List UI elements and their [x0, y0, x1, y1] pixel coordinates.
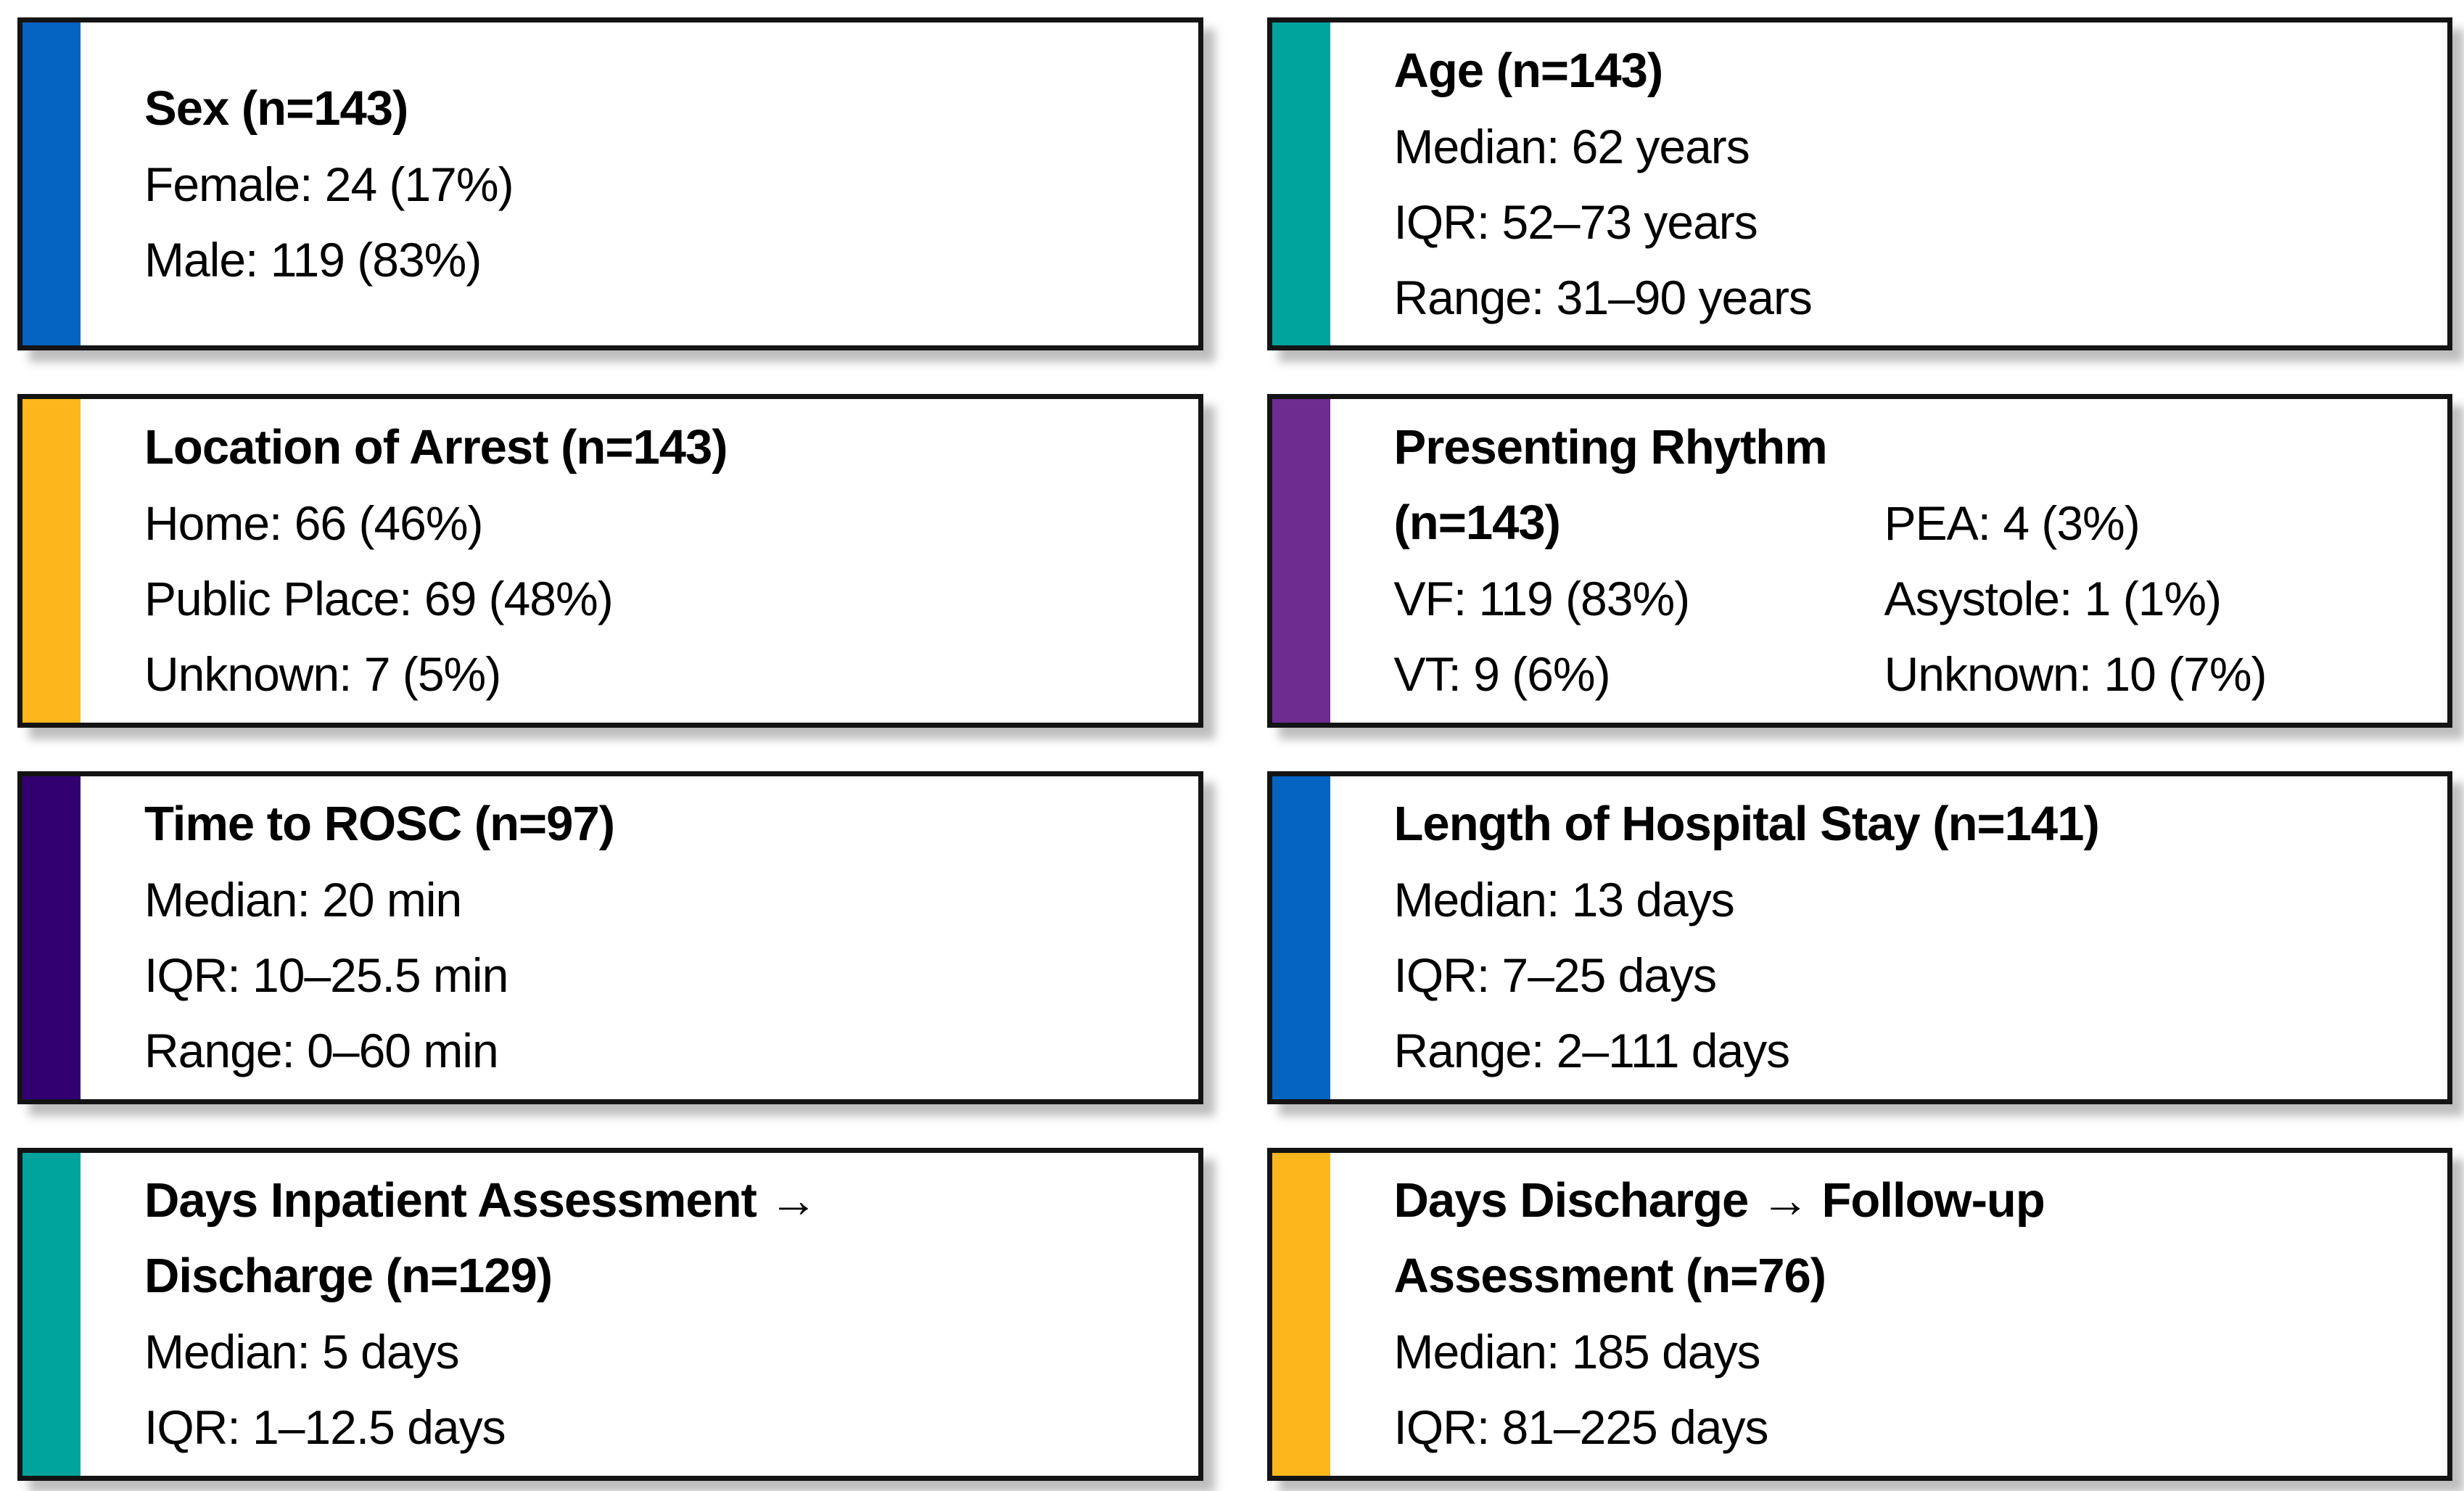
card-title: Location of Arrest (n=143) — [144, 419, 728, 475]
stat-line: Unknown: 10 (7%) — [1884, 646, 2267, 701]
card-subtitle: (n=143) — [1393, 495, 1561, 550]
stat-card-sex: Sex (n=143) Female: 24 (17%) Male: 119 (… — [17, 17, 1203, 351]
card-title: Length of Hospital Stay (n=141) — [1393, 797, 2100, 852]
stat-line: Range: 2–111 days — [1393, 1024, 1791, 1078]
stat-line: Median: 20 min — [144, 873, 462, 927]
stat-card-time-to-rosc: Time to ROSC (n=97) Median: 20 min IQR: … — [17, 771, 1203, 1104]
card-title-line2: Discharge (n=129) — [144, 1249, 553, 1304]
card-title: Presenting Rhythm — [1393, 419, 1828, 475]
rhythm-columns: (n=143) VF: 119 (83%) VT: 9 (6%) PEA: 4 … — [1394, 485, 2416, 712]
accent-bar — [22, 399, 81, 723]
stat-line: Asystole: 1 (1%) — [1884, 571, 2222, 625]
stat-line: Range: 0–60 min — [144, 1024, 499, 1078]
card-title-line1: Days Discharge → Follow-up — [1393, 1173, 2045, 1228]
stat-card-location-of-arrest: Location of Arrest (n=143) Home: 66 (46%… — [17, 394, 1203, 728]
stat-line: Unknown: 7 (5%) — [144, 646, 501, 701]
stat-line: Median: 185 days — [1393, 1325, 1761, 1379]
rhythm-column-left: (n=143) VF: 119 (83%) VT: 9 (6%) — [1394, 485, 1884, 712]
stat-card-days-discharge-followup: Days Discharge → Follow-up Assessment (n… — [1266, 1147, 2452, 1481]
accent-bar — [22, 1152, 81, 1476]
stat-line: Median: 5 days — [144, 1325, 460, 1379]
card-title: Time to ROSC (n=97) — [144, 797, 615, 852]
accent-bar — [1272, 399, 1330, 723]
stat-line: Median: 62 years — [1393, 119, 1750, 173]
accent-bar — [1272, 22, 1330, 346]
stat-card-age: Age (n=143) Median: 62 years IQR: 52–73 … — [1266, 17, 2452, 351]
accent-bar — [1272, 776, 1330, 1099]
accent-bar — [1272, 1152, 1330, 1476]
stat-card-length-of-hospital-stay: Length of Hospital Stay (n=141) Median: … — [1266, 771, 2452, 1104]
stat-line: VT: 9 (6%) — [1393, 646, 1611, 701]
stat-line: Public Place: 69 (48%) — [144, 571, 614, 625]
stat-line: Male: 119 (83%) — [144, 232, 482, 287]
stat-line: VF: 119 (83%) — [1393, 571, 1691, 625]
card-title: Sex (n=143) — [144, 81, 408, 136]
stat-card-days-inpatient-assessment-discharge: Days Inpatient Assessment → Discharge (n… — [17, 1147, 1203, 1481]
stat-line: IQR: 52–73 years — [1393, 194, 1758, 249]
stat-line: Home: 66 (46%) — [144, 496, 484, 550]
stat-line: Median: 13 days — [1393, 873, 1735, 927]
stat-line: PEA: 4 (3%) — [1884, 496, 2140, 550]
accent-bar — [22, 22, 81, 346]
stat-line: Range: 31–90 years — [1393, 270, 1813, 324]
stat-line: IQR: 7–25 days — [1393, 948, 1718, 1003]
rhythm-column-right: PEA: 4 (3%) Asystole: 1 (1%) Unknown: 10… — [1884, 485, 2415, 712]
stat-line: IQR: 1–12.5 days — [144, 1400, 506, 1455]
accent-bar — [22, 776, 81, 1099]
stat-line: IQR: 10–25.5 min — [144, 948, 508, 1003]
card-title: Age (n=143) — [1393, 43, 1664, 98]
card-title-line1: Days Inpatient Assessment → — [144, 1173, 817, 1228]
card-title-line2: Assessment (n=76) — [1393, 1249, 1827, 1304]
stat-line: IQR: 81–225 days — [1393, 1400, 1769, 1455]
stat-card-presenting-rhythm: Presenting Rhythm (n=143) VF: 119 (83%) … — [1266, 394, 2452, 728]
stat-line: Female: 24 (17%) — [144, 157, 514, 211]
